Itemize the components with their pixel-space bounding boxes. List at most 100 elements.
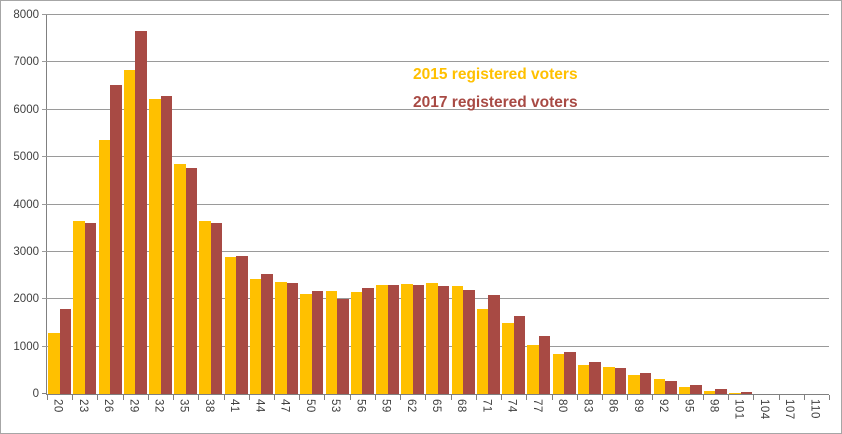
category-group-26 [97, 15, 122, 394]
bar-2015-age-59 [376, 284, 388, 394]
x-axis-label-77: 77 [530, 399, 543, 413]
bar-2015-age-50 [300, 293, 312, 394]
x-axis-label-104: 104 [757, 399, 770, 420]
x-axis-label-86: 86 [606, 399, 619, 413]
y-axis-label-8000: 8000 [13, 9, 39, 21]
y-axis-label-5000: 5000 [13, 151, 39, 164]
x-axis-label-41: 41 [228, 399, 241, 413]
bar-2015-age-38 [199, 220, 211, 394]
bar-2017-age-65 [437, 286, 450, 394]
x-tick [475, 395, 477, 400]
x-axis-label-29: 29 [127, 399, 140, 413]
x-tick [753, 395, 755, 400]
x-tick [803, 395, 805, 400]
bar-2017-age-20 [59, 309, 72, 394]
bar-2015-age-77 [527, 344, 539, 394]
gridline-5000 [42, 156, 829, 158]
bar-2015-age-23 [73, 220, 85, 394]
x-axis-label-89: 89 [631, 399, 644, 413]
x-tick [324, 395, 326, 400]
x-axis-label-23: 23 [76, 399, 89, 413]
x-axis-label-71: 71 [480, 399, 493, 413]
category-group-65 [425, 15, 450, 394]
bar-2017-age-35 [185, 168, 198, 394]
category-group-71 [476, 15, 501, 394]
y-axis-label-6000: 6000 [13, 103, 39, 116]
x-tick [829, 395, 830, 400]
category-group-95 [678, 15, 703, 394]
bar-2017-age-101 [740, 392, 753, 394]
x-tick [223, 395, 225, 400]
x-tick [627, 395, 629, 400]
x-axis-label-53: 53 [329, 399, 342, 413]
x-tick [122, 395, 124, 400]
y-axis-label-3000: 3000 [13, 245, 39, 258]
bar-2015-age-92 [653, 379, 666, 394]
bar-2017-age-71 [488, 295, 500, 394]
x-tick [576, 395, 578, 400]
bar-2015-age-95 [678, 386, 691, 394]
bar-2017-age-44 [261, 273, 273, 394]
category-group-56 [350, 15, 375, 394]
category-group-83 [577, 15, 602, 394]
x-axis-labels: 20 23 26 29 32 35 38 41 44 47 50 53 56 59 62 65 68 71 74 77… [46, 399, 828, 433]
bar-2017-age-80 [564, 351, 576, 394]
gridline-6000 [42, 108, 829, 110]
x-axis-label-47: 47 [278, 399, 291, 413]
x-tick [526, 395, 528, 400]
category-group-32 [148, 15, 173, 394]
x-tick [147, 395, 149, 400]
bar-2015-age-53 [325, 291, 338, 394]
bar-2017-age-74 [513, 316, 526, 394]
x-axis-label-62: 62 [404, 399, 417, 413]
legend: 2015 registered voters 2017 registered v… [413, 61, 578, 117]
x-axis-label-101: 101 [732, 399, 745, 420]
bar-2015-age-68 [451, 286, 464, 394]
bar-2017-age-68 [463, 289, 475, 394]
gridline-7000 [42, 61, 829, 63]
y-tick-0 [42, 393, 47, 394]
x-axis-label-65: 65 [430, 399, 442, 413]
bar-2017-age-83 [589, 361, 601, 394]
x-axis-label-95: 95 [682, 399, 695, 413]
x-tick [677, 395, 679, 400]
bar-2017-age-29 [135, 31, 147, 394]
category-group-77 [526, 15, 551, 394]
x-tick [349, 395, 351, 400]
x-tick [198, 395, 200, 400]
bar-2017-age-26 [110, 85, 122, 394]
bar-2017-age-56 [362, 287, 374, 394]
category-group-23 [72, 15, 97, 394]
bar-2015-age-101 [729, 392, 741, 394]
y-axis-label-2000: 2000 [13, 293, 39, 306]
x-tick [601, 395, 603, 400]
bars-container [47, 15, 829, 394]
gridline-8000 [42, 14, 829, 15]
x-tick [450, 395, 452, 400]
bar-2015-age-29 [123, 69, 136, 394]
x-tick [248, 395, 250, 400]
bar-2015-age-86 [603, 366, 615, 394]
x-axis-label-35: 35 [177, 399, 190, 413]
x-tick [702, 395, 704, 400]
y-axis-labels: 0 1000 2000 3000 4000 5000 6000 7000 8000 [1, 1, 39, 433]
x-tick [400, 395, 402, 400]
bar-2015-age-32 [149, 98, 161, 394]
y-axis-label-7000: 7000 [13, 56, 39, 69]
category-group-47 [274, 15, 299, 394]
bar-2017-age-38 [210, 223, 223, 394]
bar-2015-age-44 [249, 279, 262, 394]
bar-2015-age-71 [476, 308, 489, 394]
x-axis-label-92: 92 [657, 399, 670, 413]
bar-2015-age-35 [174, 164, 186, 394]
category-group-38 [198, 15, 223, 394]
x-axis-label-38: 38 [202, 399, 215, 413]
category-group-50 [299, 15, 324, 394]
category-group-86 [602, 15, 627, 394]
bar-2017-age-98 [715, 389, 727, 394]
bar-2015-age-89 [628, 375, 640, 394]
x-tick [72, 395, 74, 400]
bar-2015-age-80 [552, 354, 565, 394]
category-group-110 [804, 15, 829, 394]
